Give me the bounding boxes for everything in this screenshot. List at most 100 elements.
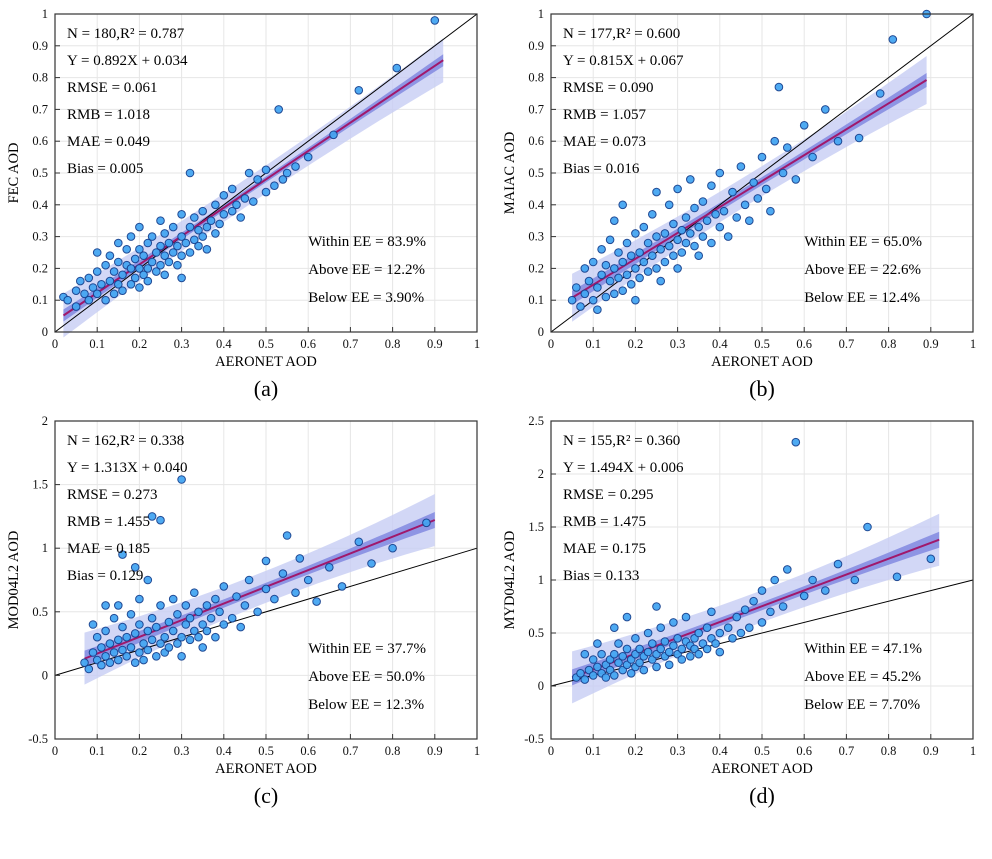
x-tick-label: 1: [970, 744, 976, 758]
x-axis-title: AERONET AOD: [215, 354, 317, 370]
data-point: [185, 168, 195, 178]
data-point: [114, 257, 123, 267]
data-point: [593, 639, 602, 649]
data-point: [202, 626, 212, 636]
data-point: [143, 276, 153, 286]
x-tick-label: 0.9: [427, 337, 443, 351]
data-point: [631, 229, 640, 238]
data-point: [88, 620, 98, 629]
data-point: [749, 178, 758, 187]
data-point: [156, 216, 165, 225]
data-point: [605, 235, 615, 245]
x-tick-label: 0.2: [132, 744, 148, 758]
data-point: [156, 260, 165, 270]
data-point: [177, 633, 186, 642]
fit-line: [571, 79, 928, 299]
data-point: [227, 206, 237, 216]
data-point: [643, 628, 653, 638]
data-point: [114, 238, 123, 248]
data-point: [694, 251, 703, 260]
data-point: [147, 614, 157, 623]
stats-line: RMSE = 0.295: [563, 487, 654, 503]
data-point: [732, 612, 741, 622]
x-tick-label: 1: [970, 337, 976, 351]
data-point: [122, 652, 131, 661]
data-point: [152, 267, 161, 276]
y-tick-label: 0: [42, 325, 48, 339]
data-point: [135, 283, 144, 292]
data-point: [156, 241, 165, 251]
data-point: [686, 175, 695, 184]
y-tick-label: 0: [42, 669, 48, 683]
stats-line: Bias = 0.005: [67, 161, 143, 177]
data-point: [168, 248, 178, 257]
data-point: [567, 295, 577, 305]
x-tick-label: 0.9: [427, 744, 443, 758]
data-point: [711, 210, 720, 219]
data-point: [610, 671, 619, 680]
data-point: [664, 200, 674, 210]
data-point: [732, 213, 741, 222]
x-tick-label: 0.2: [628, 744, 644, 758]
data-point: [610, 623, 619, 633]
stats-line: N = 162,R² = 0.338: [67, 433, 184, 449]
data-point: [114, 280, 123, 289]
data-point: [610, 264, 619, 273]
data-point: [143, 645, 153, 655]
data-point: [597, 245, 606, 254]
data-point: [135, 594, 144, 604]
y-tick-label: 2: [42, 414, 48, 428]
data-point: [698, 232, 708, 241]
y-tick-label: 0.7: [528, 102, 544, 116]
data-point: [626, 669, 636, 678]
data-point: [673, 634, 682, 643]
data-point: [588, 257, 598, 267]
data-point: [190, 588, 199, 598]
x-tick-label: 0.8: [385, 744, 401, 758]
data-point: [130, 563, 140, 572]
x-tick-label: 0.5: [754, 337, 770, 351]
data-point: [677, 248, 687, 257]
data-point: [118, 645, 127, 655]
data-point: [190, 213, 199, 222]
data-point: [791, 438, 801, 447]
data-point: [610, 650, 619, 659]
y-tick-label: 0.4: [32, 198, 48, 212]
data-point: [156, 516, 165, 525]
data-point: [749, 597, 758, 606]
data-point: [588, 295, 598, 305]
data-point: [626, 280, 636, 289]
data-point: [723, 623, 733, 633]
data-point: [206, 614, 216, 623]
data-point: [430, 16, 440, 25]
data-point: [656, 245, 665, 254]
data-point: [926, 554, 936, 564]
data-point: [728, 634, 737, 643]
data-point: [295, 554, 305, 563]
data-point: [783, 565, 792, 574]
data-point: [278, 175, 288, 184]
data-point: [126, 264, 136, 273]
data-point: [71, 302, 81, 311]
data-point: [584, 276, 594, 286]
data-point: [639, 665, 649, 675]
data-point: [130, 254, 140, 264]
x-tick-label: 0.5: [258, 744, 274, 758]
data-point: [791, 175, 801, 184]
stats-line: RMB = 1.455: [67, 514, 150, 530]
data-point: [757, 586, 767, 596]
data-point: [707, 238, 716, 248]
data-point: [728, 187, 737, 197]
data-point: [135, 648, 144, 657]
ee-line: Above EE = 50.0%: [308, 669, 425, 685]
panel-b: 0 0.1 0.2 0.3 0.4 0.5 0.6 0.7 0.8 0.9 1 0 0.1 0.2 0.3 0…: [496, 4, 992, 401]
data-point: [84, 664, 94, 674]
data-point: [694, 628, 703, 638]
data-point: [173, 639, 182, 649]
data-point: [337, 582, 347, 591]
y-tick-label: 0.2: [528, 261, 544, 275]
data-point: [118, 550, 127, 560]
stats-line: RMB = 1.057: [563, 107, 647, 123]
data-point: [143, 626, 153, 636]
data-point: [227, 614, 237, 623]
